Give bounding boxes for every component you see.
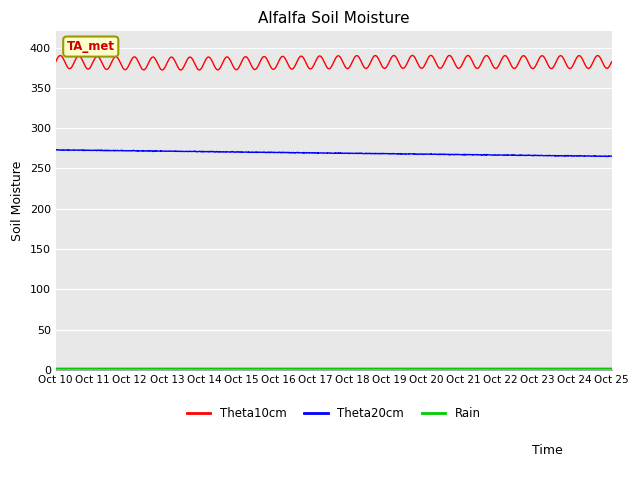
Theta20cm — [310, 150, 317, 156]
Text: TA_met: TA_met — [67, 40, 115, 53]
Rain — [608, 366, 616, 372]
Theta20cm — [300, 150, 307, 156]
Theta20cm — [52, 147, 60, 153]
Rain — [288, 366, 296, 372]
Rain — [52, 366, 60, 372]
Text: Time: Time — [532, 444, 563, 456]
Rain — [95, 366, 102, 372]
Theta10cm — [288, 66, 296, 72]
Theta10cm — [52, 59, 60, 65]
Theta10cm — [310, 63, 317, 69]
Theta20cm — [95, 148, 103, 154]
Rain — [118, 366, 125, 372]
Rain — [368, 366, 376, 372]
Theta20cm — [118, 148, 125, 154]
Line: Theta20cm: Theta20cm — [56, 150, 612, 156]
Legend: Theta10cm, Theta20cm, Rain: Theta10cm, Theta20cm, Rain — [182, 402, 485, 425]
Theta10cm — [608, 59, 616, 65]
Line: Theta10cm: Theta10cm — [56, 55, 612, 70]
Theta20cm — [53, 147, 61, 153]
Theta20cm — [608, 154, 616, 159]
Title: Alfalfa Soil Moisture: Alfalfa Soil Moisture — [258, 11, 410, 26]
Theta10cm — [300, 55, 307, 60]
Y-axis label: Soil Moisture: Soil Moisture — [11, 160, 24, 241]
Theta10cm — [427, 52, 435, 58]
Theta10cm — [118, 62, 125, 68]
Theta20cm — [369, 150, 376, 156]
Rain — [299, 366, 307, 372]
Theta10cm — [369, 56, 376, 61]
Theta20cm — [604, 154, 611, 159]
Theta10cm — [177, 67, 184, 73]
Theta20cm — [288, 150, 296, 156]
Rain — [309, 366, 317, 372]
Theta10cm — [95, 54, 102, 60]
